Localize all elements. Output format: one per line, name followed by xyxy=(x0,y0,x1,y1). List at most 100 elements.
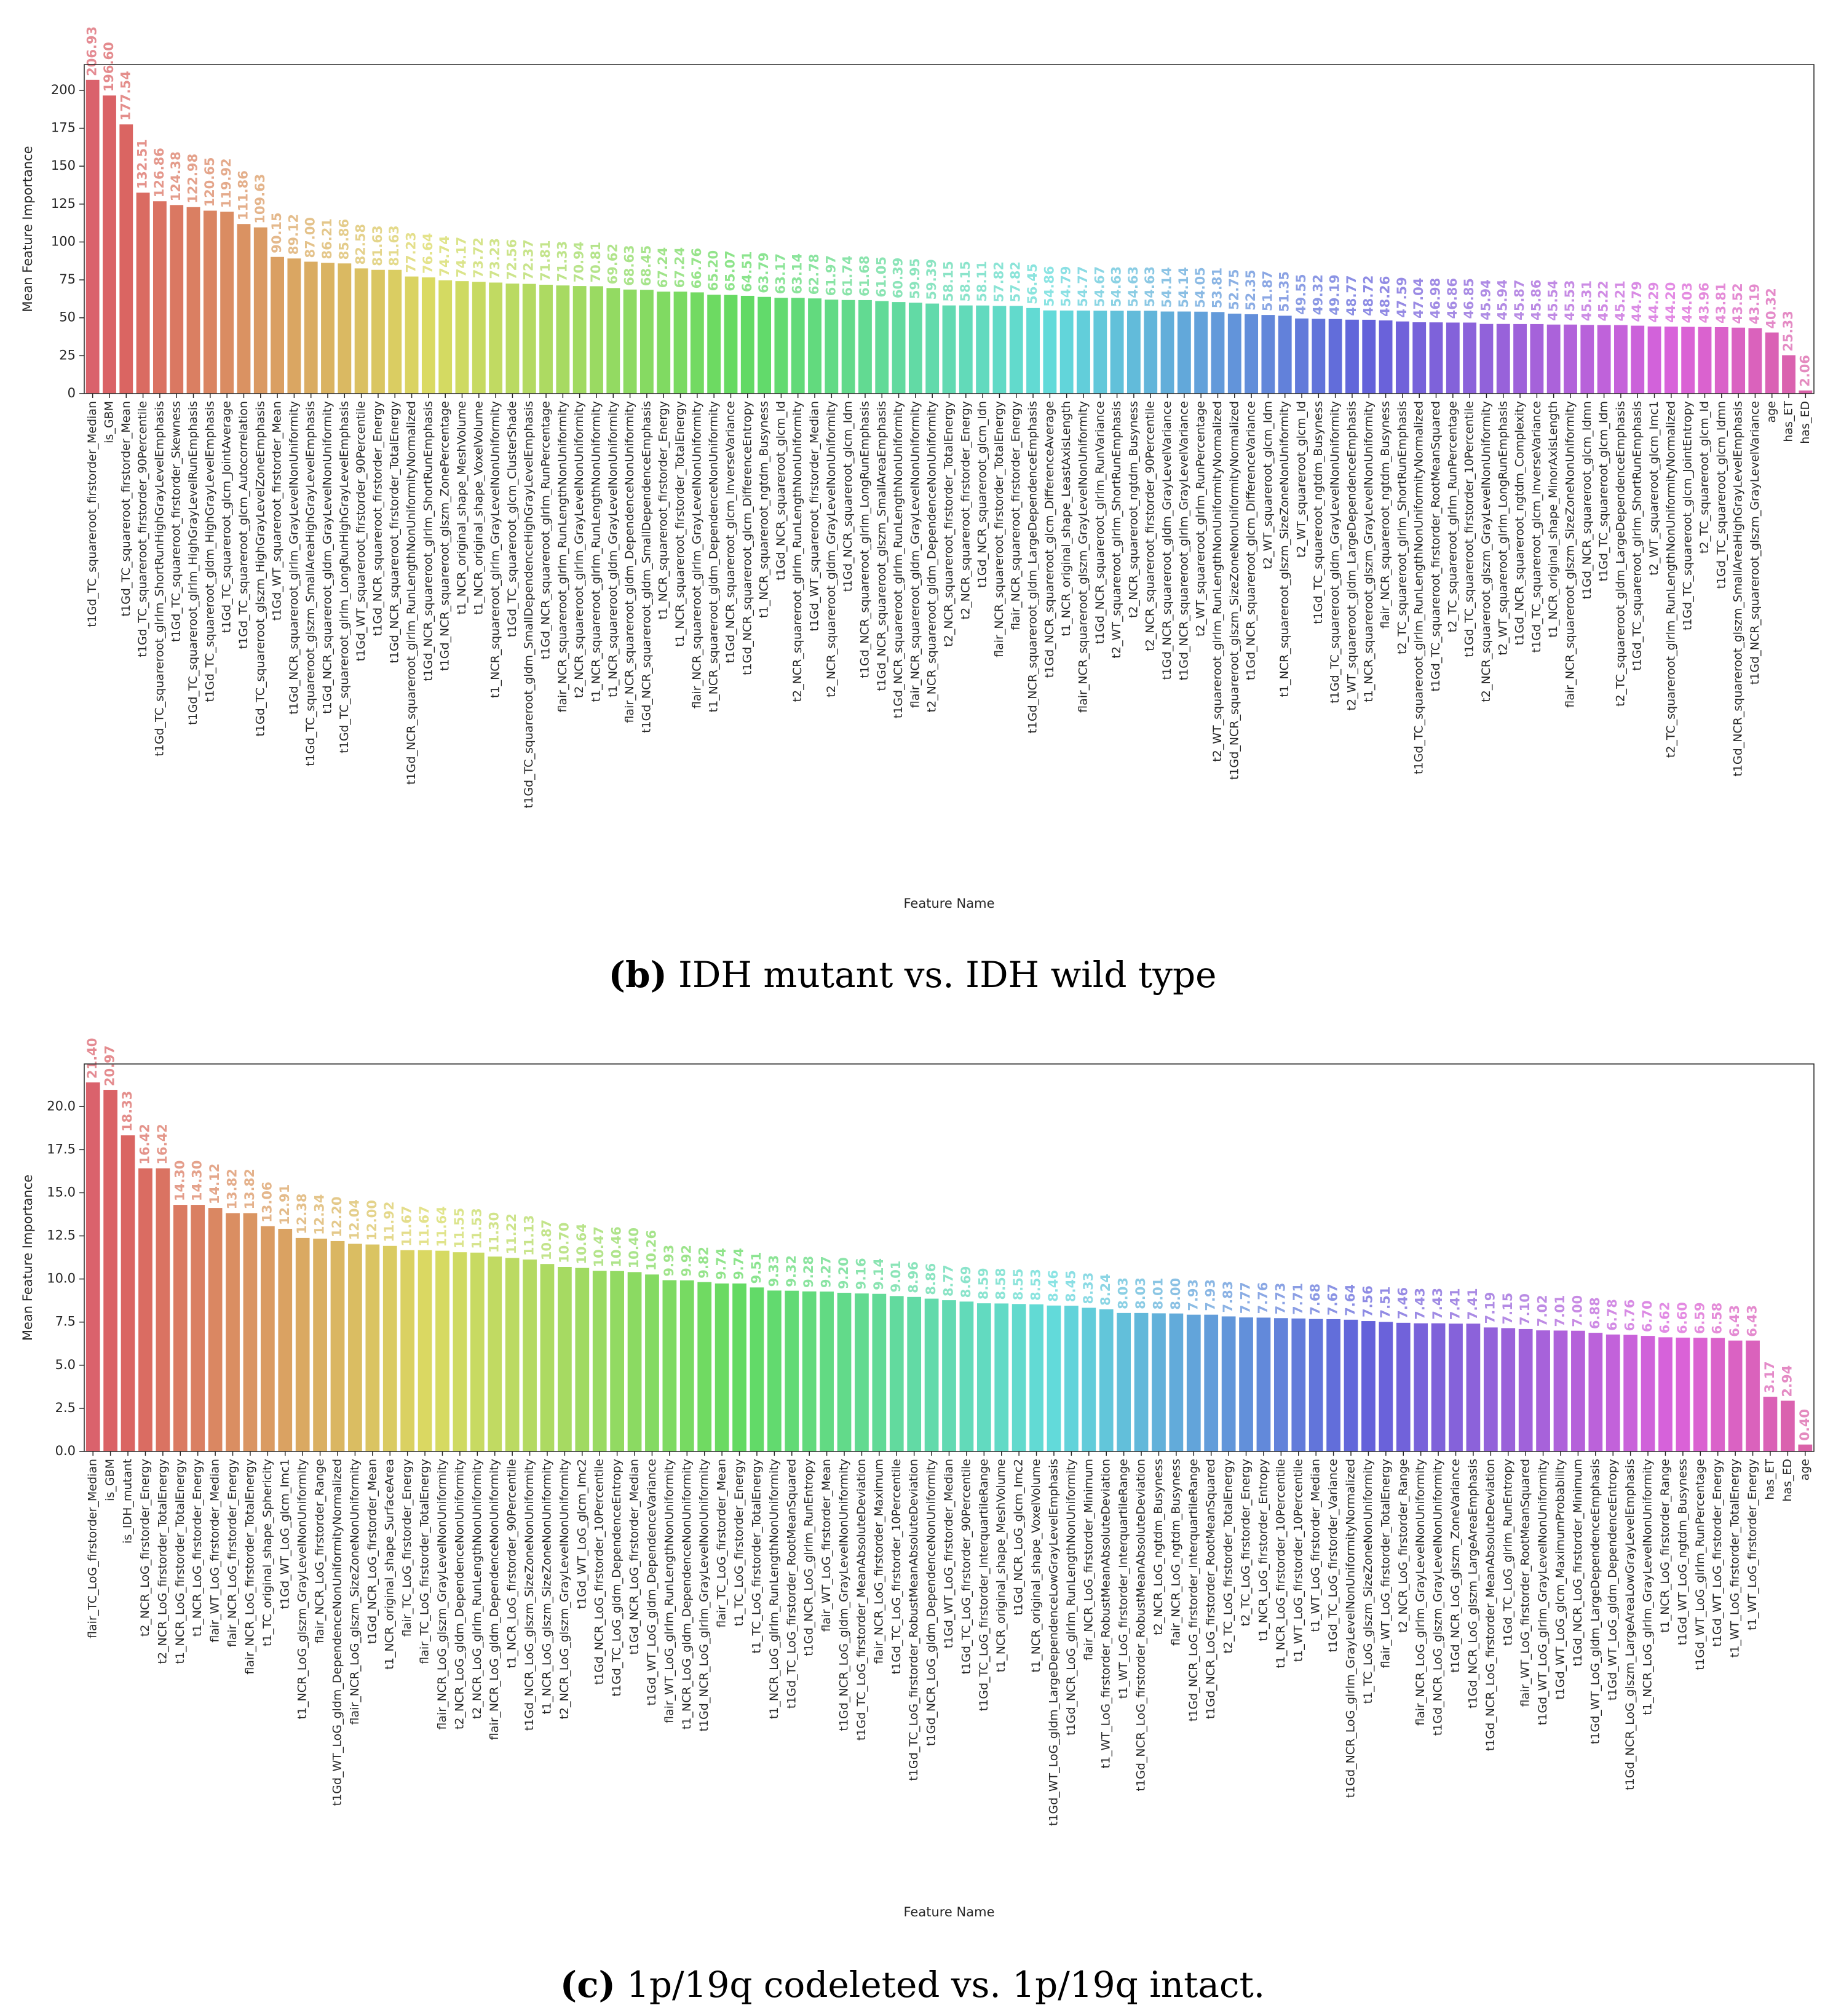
value-label: 119.92 xyxy=(219,158,234,208)
caption: 1p/19q codeleted vs. 1p/19q intact. xyxy=(627,1964,1265,2006)
x-tick-label: t1Gd_NCR_LoG_firstorder_InterquartileRan… xyxy=(1187,1459,1200,1721)
x-tick-label: flair_WT_LoG_firstorder_Mean xyxy=(820,1459,833,1632)
value-label: 7.01 xyxy=(1553,1295,1567,1327)
x-tick-label: t1Gd_TC_LoG_firstorder_Variance xyxy=(1326,1459,1340,1653)
x-tick-label: flair_NCR_squareroot_gldm_DependenceNonU… xyxy=(623,401,636,723)
bar xyxy=(1782,355,1795,394)
value-label: 9.32 xyxy=(784,1255,799,1287)
bar xyxy=(558,1267,572,1451)
value-label: 10.47 xyxy=(592,1226,606,1267)
bar xyxy=(470,1252,485,1451)
value-label: 49.55 xyxy=(1294,274,1308,314)
value-label: 20.97 xyxy=(103,1046,117,1086)
bar xyxy=(697,1282,712,1451)
value-label: 9.28 xyxy=(801,1256,816,1288)
bar xyxy=(791,298,805,394)
x-tick-label: t1_NCR_original_shape_LeastAxisLength xyxy=(1059,401,1073,636)
x-tick-label: is_IDH_mutant xyxy=(121,1459,135,1544)
value-label: 6.62 xyxy=(1657,1302,1672,1334)
x-tick-label: t1Gd_WT_LoG_gldm_DependenceEntropy xyxy=(1606,1459,1620,1701)
y-tick-label: 175 xyxy=(51,121,76,135)
bar xyxy=(959,305,973,394)
x-tick-label: t2_NCR_squareroot_gldm_DependenceNonUnif… xyxy=(925,401,939,712)
value-label: 40.32 xyxy=(1764,288,1779,328)
value-label: 66.76 xyxy=(689,248,704,288)
bar xyxy=(1641,1336,1655,1451)
x-tick-label: flair_NCR_squareroot_ngtdm_Busyness xyxy=(1379,401,1392,629)
x-tick-label: t1Gd_WT_LoG_glcm_Imc1 xyxy=(278,1459,291,1609)
x-tick-label: t1Gd_TC_LoG_glrlm_RunEntropy xyxy=(1501,1459,1514,1646)
x-tick-label: flair_NCR_LoG_gldm_DependenceNonUniformi… xyxy=(488,1459,501,1740)
x-tick-label: t1Gd_TC_LoG_firstorder_90Percentile xyxy=(959,1459,973,1674)
value-label: 54.14 xyxy=(1176,267,1191,308)
bar xyxy=(858,300,872,394)
value-label: 13.06 xyxy=(259,1181,274,1222)
bar xyxy=(610,1271,624,1451)
x-tick-label: t1Gd_WT_LoG_gldm_LargeDependenceLowGrayL… xyxy=(1047,1459,1060,1826)
x-tick-label: flair_TC_LoG_firstorder_Median xyxy=(86,1459,100,1638)
x-tick-label: t1Gd_TC_LoG_firstorder_RobustMeanAbsolut… xyxy=(907,1459,920,1781)
value-label: 63.79 xyxy=(756,252,771,293)
value-label: 65.20 xyxy=(706,250,721,291)
x-tick-label: t1Gd_NCR_LoG_glrlm_RunEntropy xyxy=(802,1459,816,1656)
bar xyxy=(1623,1335,1638,1451)
x-tick-label: t1Gd_NCR_LoG_glszm_GrayLevelNonUniformit… xyxy=(1431,1459,1445,1736)
value-label: 71.33 xyxy=(555,241,569,282)
x-tick-label: flair_TC_LoG_firstorder_TotalEnergy xyxy=(418,1459,432,1664)
value-label: 8.46 xyxy=(1046,1270,1061,1302)
value-label: 206.93 xyxy=(85,26,100,76)
x-tick-label: t2_WT_squareroot_glrlm_ShortRunEmphasis xyxy=(1110,401,1123,658)
x-tick-label: t1Gd_TC_squareroot_firstorder_Skewness xyxy=(170,401,183,642)
bar xyxy=(1379,1322,1393,1451)
value-label: 12.00 xyxy=(365,1200,379,1240)
bar xyxy=(472,282,486,394)
x-tick-label: flair_WT_LoG_glrlm_RunLengthNonUniformit… xyxy=(662,1459,676,1723)
value-label: 48.77 xyxy=(1344,275,1359,315)
x-tick-label: t1Gd_NCR_squareroot_glrlm_GrayLevelVaria… xyxy=(1177,401,1190,680)
x-tick-label: t1_NCR_LoG_firstorder_Entropy xyxy=(1256,1459,1270,1641)
bar xyxy=(1446,322,1460,394)
value-label: 9.92 xyxy=(679,1245,694,1277)
bar xyxy=(732,1283,746,1451)
bar xyxy=(1429,322,1443,394)
x-tick-label: t1_WT_LoG_firstorder_Median xyxy=(1309,1459,1323,1632)
x-tick-label: t1_NCR_original_shape_SurfaceArea xyxy=(383,1459,397,1670)
x-tick-label: t1Gd_TC_squareroot_glszm_SmallAreaHighGr… xyxy=(304,401,317,766)
value-label: 9.14 xyxy=(871,1258,886,1290)
bar xyxy=(243,1213,258,1451)
x-tick-label: t1Gd_NCR_LoG_glrlm_GrayLevelNonUniformit… xyxy=(1344,1459,1358,1798)
x-tick-label: t2_NCR_squareroot_glszm_GrayLevelNonUnif… xyxy=(1479,401,1493,702)
bar xyxy=(103,1090,117,1451)
caption: IDH mutant vs. IDH wild type xyxy=(678,954,1216,996)
x-tick-label: t2_NCR_squareroot_ngtdm_Busyness xyxy=(1126,401,1140,618)
bar xyxy=(808,298,821,394)
x-tick-label: t2_WT_squareroot_glcm_Id xyxy=(1295,401,1308,558)
bar xyxy=(774,298,788,394)
x-tick-label: t1Gd_NCR_LoG_gldm_DependenceNonUniformit… xyxy=(925,1459,938,1746)
x-tick-label: t2_NCR_LoG_firstorder_Range xyxy=(1396,1459,1410,1633)
bar xyxy=(1227,313,1241,394)
x-tick-label: t1Gd_NCR_LoG_glrlm_RunLengthNonUniformit… xyxy=(1064,1459,1078,1736)
x-tick-label: t1Gd_NCR_squareroot_glrlm_RunLengthNonUn… xyxy=(405,401,418,785)
x-tick-label: t1Gd_NCR_squareroot_glcm_Id xyxy=(774,401,788,581)
x-tick-label: t1_NCR_LoG_firstorder_90Percentile xyxy=(505,1459,519,1669)
bar xyxy=(572,286,587,394)
x-tick-label: t2_NCR_squareroot_glrlm_RunLengthNonUnif… xyxy=(791,401,804,702)
value-label: 7.76 xyxy=(1256,1282,1270,1314)
value-label: 7.43 xyxy=(1430,1288,1445,1320)
value-label: 70.81 xyxy=(588,242,603,282)
x-tick-label: t1Gd_NCR_squareroot_glcm_DifferenceAvera… xyxy=(1043,401,1056,678)
value-label: 72.37 xyxy=(521,239,536,280)
x-tick-label: t1Gd_NCR_squareroot_glszm_ZonePercentage xyxy=(438,401,452,671)
x-tick-label: t1Gd_NCR_squareroot_glcm_DifferenceEntro… xyxy=(740,401,754,675)
y-axis-title: Mean Feature Importance xyxy=(20,1175,35,1341)
x-tick-label: flair_NCR_squareroot_glszm_GrayLevelNonU… xyxy=(1076,401,1090,713)
x-tick-label: t1Gd_NCR_squareroot_glrlm_RunLengthNonUn… xyxy=(892,401,905,718)
x-tick-label: age xyxy=(1765,401,1778,423)
x-tick-label: t1_NCR_squareroot_firstorder_Energy xyxy=(657,401,670,619)
bar xyxy=(400,1250,415,1451)
x-tick-label: flair_NCR_LoG_firstorder_Energy xyxy=(226,1459,239,1647)
value-label: 7.41 xyxy=(1448,1288,1463,1320)
x-tick-label: flair_NCR_squareroot_firstorder_Energy xyxy=(1009,401,1023,630)
value-label: 12.34 xyxy=(312,1194,327,1235)
